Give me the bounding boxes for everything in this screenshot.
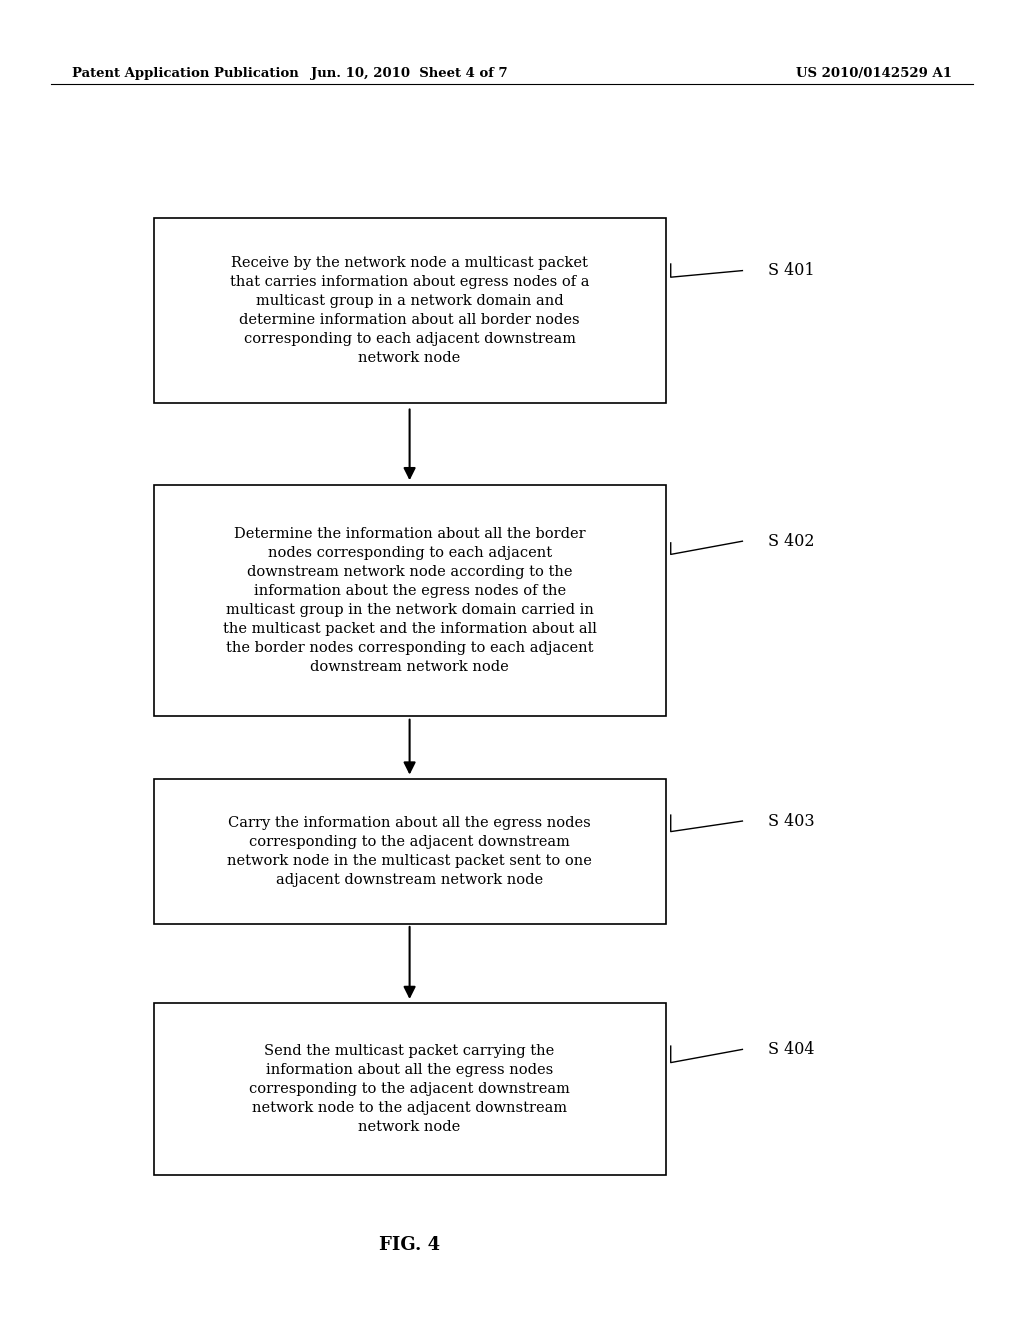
Text: Jun. 10, 2010  Sheet 4 of 7: Jun. 10, 2010 Sheet 4 of 7 (311, 67, 508, 81)
Text: Receive by the network node a multicast packet
that carries information about eg: Receive by the network node a multicast … (229, 256, 590, 364)
Text: Carry the information about all the egress nodes
corresponding to the adjacent d: Carry the information about all the egre… (227, 816, 592, 887)
Text: S 403: S 403 (768, 813, 815, 829)
FancyBboxPatch shape (154, 779, 666, 924)
Text: S 402: S 402 (768, 533, 814, 549)
Text: S 404: S 404 (768, 1041, 814, 1057)
FancyBboxPatch shape (154, 484, 666, 715)
Text: US 2010/0142529 A1: US 2010/0142529 A1 (797, 67, 952, 81)
FancyBboxPatch shape (154, 1003, 666, 1175)
FancyBboxPatch shape (154, 218, 666, 403)
Text: Send the multicast packet carrying the
information about all the egress nodes
co: Send the multicast packet carrying the i… (249, 1044, 570, 1134)
Text: S 401: S 401 (768, 263, 815, 279)
Text: Patent Application Publication: Patent Application Publication (72, 67, 298, 81)
Text: Determine the information about all the border
nodes corresponding to each adjac: Determine the information about all the … (222, 527, 597, 675)
Text: FIG. 4: FIG. 4 (379, 1236, 440, 1254)
